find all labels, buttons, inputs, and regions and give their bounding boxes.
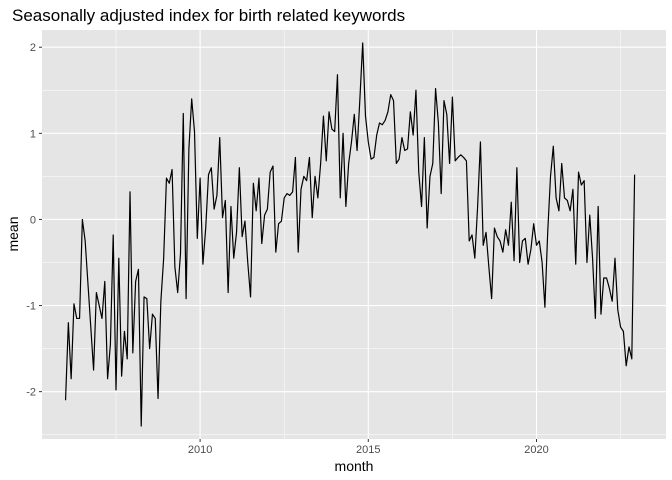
y-tick-label: -1 [26,301,36,313]
x-tick-label: 2020 [524,444,548,456]
y-tick-label: 0 [30,214,36,226]
x-axis-ticks: 2010 2015 2020 [188,439,549,456]
x-axis-title: month [335,458,374,474]
series-line [64,42,636,427]
y-tick-label: -2 [26,387,36,399]
x-tick-label: 2015 [356,444,380,456]
y-tick-label: 1 [30,128,36,140]
chart-title: Seasonally adjusted index for birth rela… [12,6,405,25]
series-layer [64,42,636,427]
major-gridlines [42,30,666,439]
x-tick-label: 2010 [188,444,212,456]
y-axis-ticks: -2 -1 0 1 2 [26,42,42,399]
plot-panel [42,30,666,439]
minor-gridlines [42,30,666,439]
y-tick-label: 2 [30,42,36,54]
y-axis-title: mean [5,216,21,251]
